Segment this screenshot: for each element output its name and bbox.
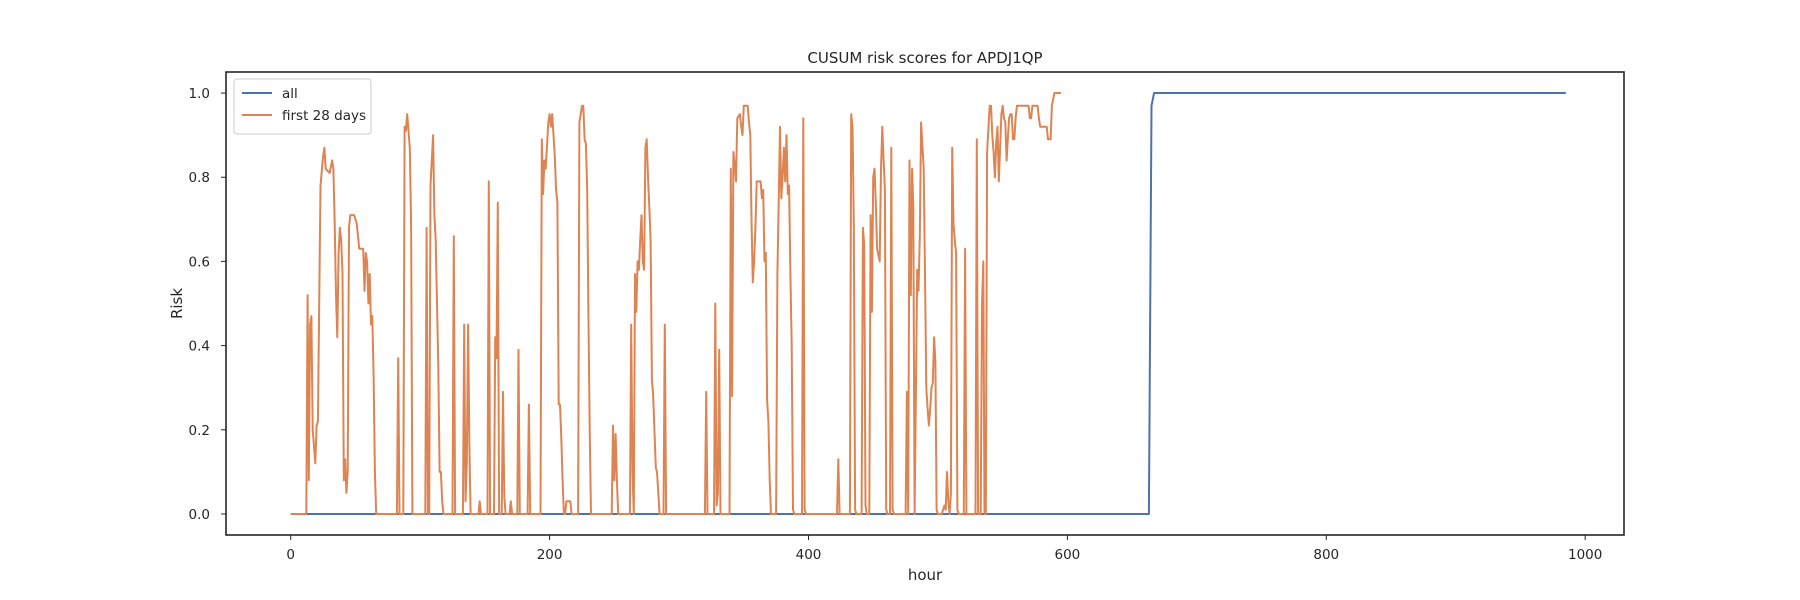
- y-tick-label: 1.0: [189, 86, 210, 102]
- series-line-all: [290, 92, 1566, 515]
- x-tick-label: 800: [1313, 547, 1339, 563]
- plot-area: [290, 92, 1566, 515]
- y-axis-ticks: 0.0 0.2 0.4 0.6 0.8 1.0: [189, 86, 226, 523]
- x-tick-label: 1000: [1568, 547, 1602, 563]
- x-axis-label: hour: [908, 566, 943, 584]
- legend-box: [233, 78, 372, 135]
- plot-frame: [225, 71, 1625, 536]
- y-axis-label: Risk: [168, 288, 186, 319]
- legend: all first 28 days: [233, 78, 372, 135]
- y-tick-label: 0.4: [189, 339, 210, 355]
- legend-label: all: [282, 86, 298, 102]
- x-tick-label: 400: [796, 547, 822, 563]
- y-tick-label: 0.0: [189, 507, 210, 523]
- legend-label: first 28 days: [282, 108, 366, 124]
- series-line-first-28-days: [290, 92, 1061, 515]
- y-tick-label: 0.6: [189, 254, 210, 270]
- y-tick-label: 0.2: [189, 423, 210, 439]
- chart-title: CUSUM risk scores for APDJ1QP: [807, 49, 1042, 67]
- x-tick-label: 200: [537, 547, 563, 563]
- y-tick-label: 0.8: [189, 170, 210, 186]
- x-axis-ticks: 0 200 400 600 800 1000: [286, 535, 1602, 563]
- x-tick-label: 0: [286, 547, 295, 563]
- x-tick-label: 600: [1054, 547, 1080, 563]
